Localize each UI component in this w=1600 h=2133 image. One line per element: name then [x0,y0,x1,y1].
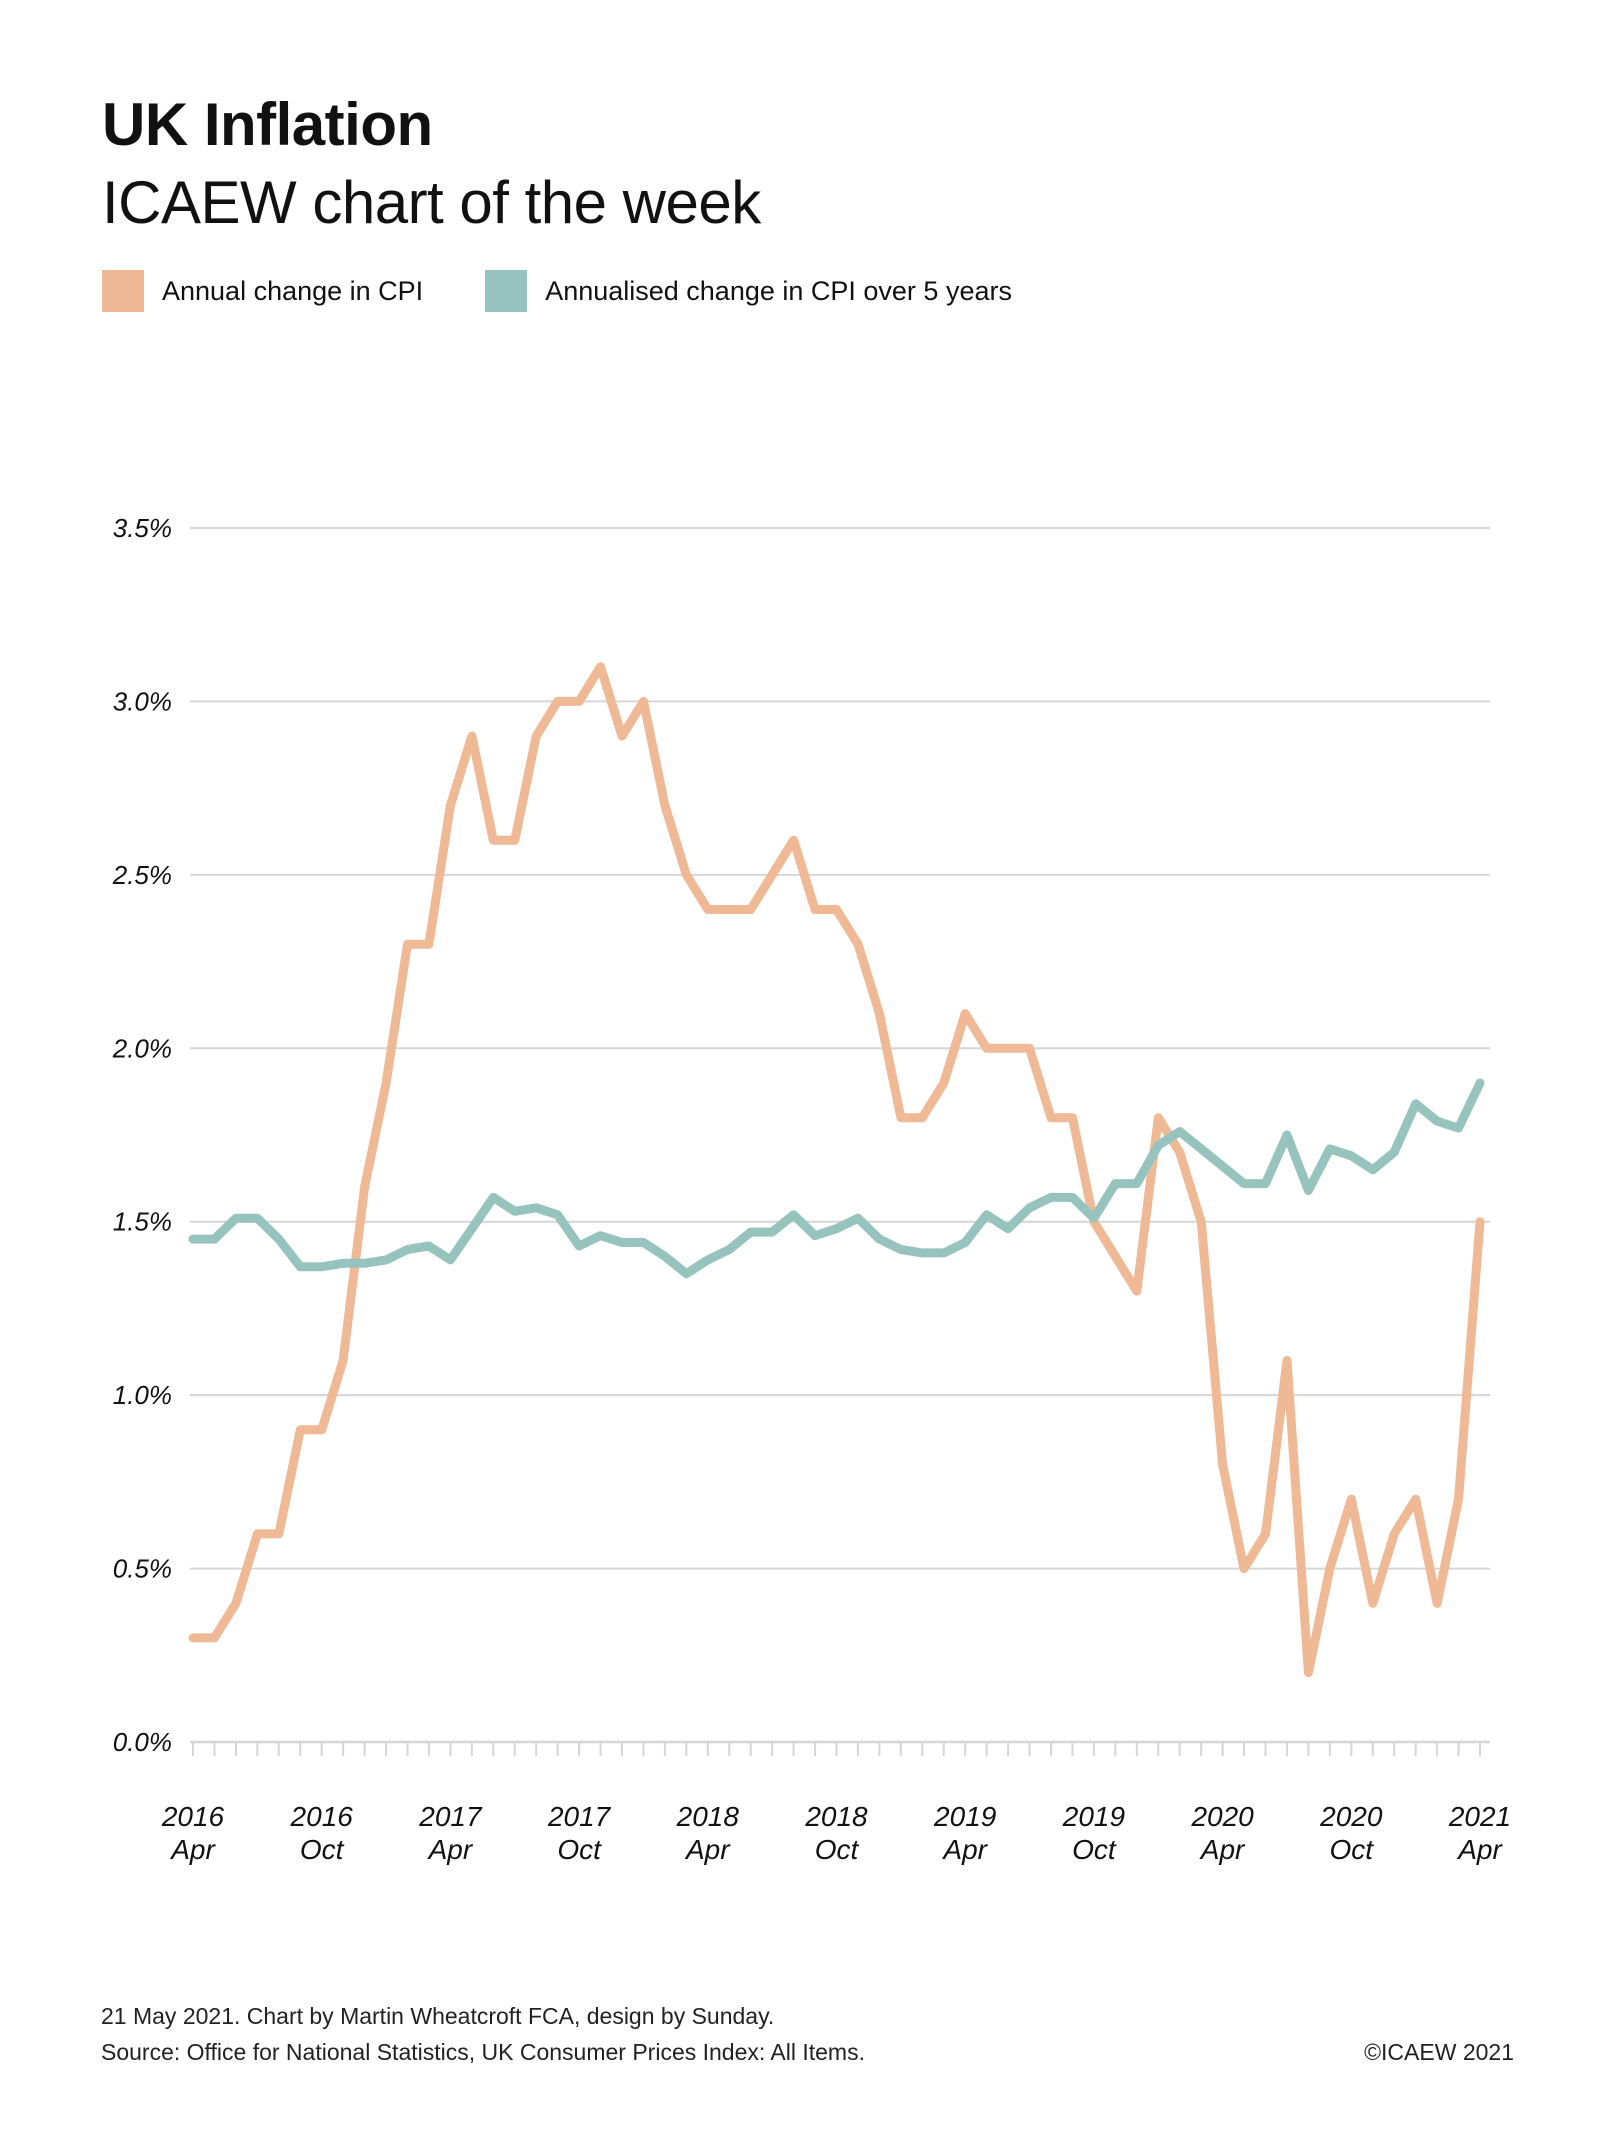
y-tick-label: 3.5% [113,513,172,543]
x-tick-label-year: 2016 [290,1801,354,1832]
series-line-5yr-annualised-cpi [188,1078,1485,1279]
x-tick-label-month: Oct [300,1834,345,1865]
x-tick-label-year: 2019 [933,1801,996,1832]
legend-swatch-annual-cpi [102,270,144,312]
footer-credit: 21 May 2021. Chart by Martin Wheatcroft … [101,2003,775,2029]
y-tick-label: 2.5% [112,860,172,890]
gridlines [190,527,1490,1570]
x-tick-label-month: Apr [684,1834,731,1865]
series-lines [188,662,1485,1678]
x-axis-tick-labels: 2016Apr2016Oct2017Apr2017Oct2018Apr2018O… [161,1801,1511,1865]
y-tick-label: 1.5% [113,1207,172,1237]
y-axis-tick-labels: 0.0% 0.5% 1.0% 1.5% 2.0% 2.5% 3.0% 3.5% [112,513,172,1757]
series-line-annual-cpi [188,662,1485,1678]
x-tick-label-month: Oct [557,1834,602,1865]
x-axis [190,1740,1490,1756]
x-tick-label-month: Oct [1330,1834,1375,1865]
footer-copyright: ©ICAEW 2021 [1364,2039,1514,2065]
legend-swatch-5yr-cpi [485,270,528,312]
chart-title: UK Inflation [102,91,433,158]
y-tick-label: 1.0% [113,1380,172,1410]
x-tick-label-month: Apr [427,1834,474,1865]
x-tick-label-month: Apr [941,1834,988,1865]
x-tick-label-month: Apr [169,1834,216,1865]
footer-source: Source: Office for National Statistics, … [101,2039,865,2065]
x-tick-label-year: 2021 [1448,1801,1511,1832]
legend-label-5yr-cpi: Annualised change in CPI over 5 years [545,275,1012,306]
x-tick-label-year: 2017 [547,1801,612,1832]
x-tick-label-year: 2016 [161,1801,225,1832]
x-tick-label-month: Apr [1199,1834,1246,1865]
x-tick-label-month: Oct [815,1834,860,1865]
y-tick-label: 0.0% [113,1727,172,1757]
x-tick-label-year: 2020 [1190,1801,1254,1832]
x-tick-label-year: 2017 [418,1801,483,1832]
y-tick-label: 3.0% [113,686,172,716]
x-tick-label-year: 2020 [1319,1801,1383,1832]
legend-item-annual-cpi: Annual change in CPI [102,270,423,312]
x-tick-label-month: Apr [1456,1834,1503,1865]
y-tick-label: 0.5% [113,1554,172,1584]
y-tick-label: 2.0% [112,1033,172,1063]
x-tick-label-year: 2018 [676,1801,740,1832]
legend-label-annual-cpi: Annual change in CPI [162,275,424,306]
x-tick-label-year: 2018 [804,1801,868,1832]
x-tick-label-month: Oct [1072,1834,1117,1865]
chart-subtitle: ICAEW chart of the week [102,169,761,236]
x-tick-label-year: 2019 [1062,1801,1125,1832]
legend-item-5yr-cpi: Annualised change in CPI over 5 years [485,270,1012,312]
legend: Annual change in CPI Annualised change i… [102,270,1074,312]
